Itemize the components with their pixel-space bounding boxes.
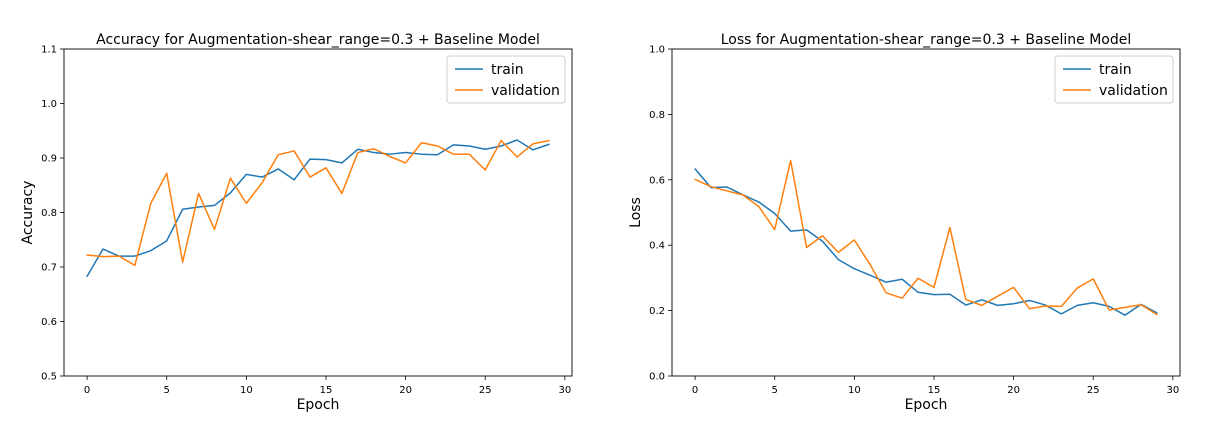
accuracy-y-tick-label: 0.7 — [41, 263, 57, 274]
loss-y-tick-label: 0.8 — [649, 110, 665, 121]
loss-x-tick-label: 15 — [928, 385, 941, 396]
accuracy-x-tick-label: 25 — [479, 385, 492, 396]
accuracy-x-axis-label: Epoch — [297, 397, 340, 413]
loss-x-tick-label: 30 — [1166, 385, 1179, 396]
loss-legend-box — [1054, 55, 1174, 104]
accuracy-legend-box — [446, 55, 566, 104]
accuracy-legend: train validation — [446, 55, 566, 104]
loss-series-validation-line — [694, 159, 1158, 316]
loss-y-tick-label: 1.0 — [649, 45, 665, 56]
loss-x-tick-label: 10 — [848, 385, 861, 396]
accuracy-y-axis-label: Accuracy — [20, 181, 36, 245]
accuracy-x-tick-label: 30 — [558, 385, 571, 396]
accuracy-y-tick-label: 1.1 — [41, 45, 57, 56]
accuracy-y-tick-label: 0.8 — [41, 208, 57, 219]
loss-x-tick-label: 25 — [1087, 385, 1100, 396]
accuracy-x-tick-label: 10 — [240, 385, 253, 396]
loss-x-tick-label: 0 — [692, 385, 698, 396]
accuracy-y-tick-label: 1.0 — [41, 99, 57, 110]
loss-x-axis-label: Epoch — [905, 397, 948, 413]
accuracy-chart-title: Accuracy for Augmentation-shear_range=0.… — [96, 32, 540, 48]
accuracy-chart: 0 5 10 15 20 25 30 0.5 0.6 0.7 0.8 0.9 1.0 1.1 Accurac… — [20, 32, 573, 413]
loss-x-tick-label: 20 — [1007, 385, 1020, 396]
loss-y-tick-label: 0.2 — [649, 306, 665, 317]
loss-chart-title: Loss for Augmentation-shear_range=0.3 + … — [721, 32, 1132, 48]
loss-legend-label-validation: validation — [1099, 83, 1168, 99]
loss-axes-frame — [671, 48, 1181, 377]
loss-y-tick-label: 0.4 — [649, 241, 665, 252]
accuracy-legend-label-validation: validation — [491, 83, 560, 99]
accuracy-y-tick-label: 0.6 — [41, 317, 57, 328]
accuracy-series-train-line — [86, 139, 550, 278]
loss-y-tick-label: 0.6 — [649, 175, 665, 186]
loss-y-tick-label: 0.0 — [649, 372, 665, 383]
loss-x-tick-label: 5 — [772, 385, 778, 396]
accuracy-x-tick-label: 0 — [84, 385, 90, 396]
loss-legend-label-train: train — [1099, 62, 1132, 78]
loss-series-train-line — [694, 168, 1158, 316]
accuracy-x-tick-label: 20 — [399, 385, 412, 396]
accuracy-x-tick-label: 15 — [320, 385, 333, 396]
accuracy-y-tick-label: 0.9 — [41, 154, 57, 165]
accuracy-x-tick-label: 5 — [164, 385, 170, 396]
accuracy-legend-label-train: train — [491, 62, 524, 78]
loss-chart: 0 5 10 15 20 25 30 0.0 0.2 0.4 0.6 0.8 1.0 Loss for A… — [628, 32, 1181, 413]
accuracy-series-validation-line — [86, 139, 550, 267]
loss-legend: train validation — [1054, 55, 1174, 104]
accuracy-y-tick-label: 0.5 — [41, 372, 57, 383]
loss-y-axis-label: Loss — [628, 197, 644, 228]
